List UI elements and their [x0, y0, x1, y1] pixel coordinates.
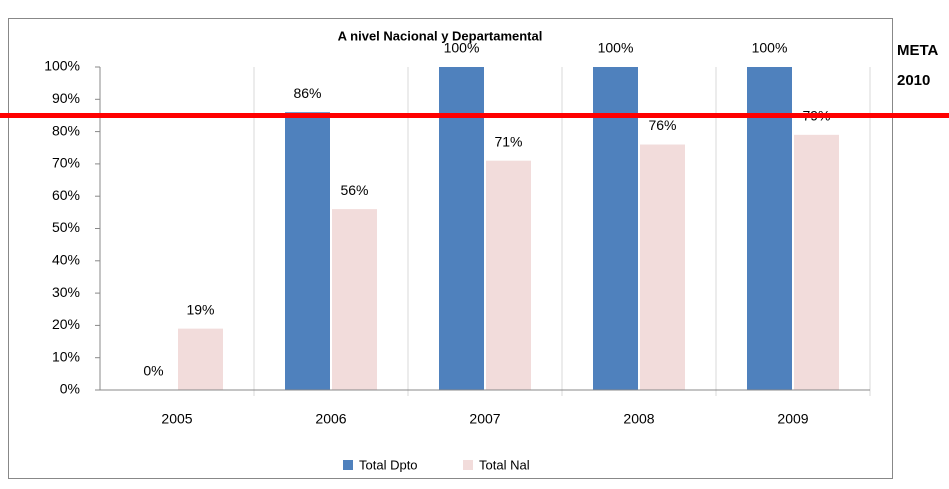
x-tick-label: 2008 — [623, 411, 654, 427]
y-tick-label: 60% — [52, 187, 80, 203]
x-tick-label: 2009 — [777, 411, 808, 427]
value-label: 56% — [340, 182, 368, 198]
bar — [439, 67, 484, 390]
x-tick-label: 2007 — [469, 411, 500, 427]
value-label: 100% — [598, 40, 634, 56]
y-tick-label: 0% — [60, 381, 80, 397]
bar — [332, 209, 377, 390]
y-tick-label: 10% — [52, 348, 80, 364]
target-label: META 2010 — [897, 42, 938, 89]
value-label: 0% — [143, 363, 163, 379]
bar — [486, 160, 531, 390]
legend-label: Total Dpto — [359, 457, 418, 472]
bar — [593, 67, 638, 390]
y-tick-label: 70% — [52, 155, 80, 171]
value-label: 100% — [444, 40, 480, 56]
value-label: 100% — [752, 40, 788, 56]
bar — [640, 144, 685, 390]
y-tick-label: 50% — [52, 219, 80, 235]
bar — [794, 134, 839, 390]
value-label: 86% — [293, 85, 321, 101]
chart-title: A nivel Nacional y Departamental — [338, 28, 543, 43]
y-tick-label: 40% — [52, 252, 80, 268]
bar — [747, 67, 792, 390]
x-tick-label: 2005 — [161, 411, 192, 427]
x-tick-label: 2006 — [315, 411, 346, 427]
bar — [285, 112, 330, 390]
y-tick-label: 90% — [52, 90, 80, 106]
y-tick-label: 20% — [52, 316, 80, 332]
value-label: 71% — [494, 133, 522, 149]
value-label: 19% — [186, 301, 214, 317]
legend-swatch — [463, 460, 473, 470]
y-tick-label: 30% — [52, 284, 80, 300]
y-tick-label: 100% — [44, 58, 80, 74]
legend-swatch — [343, 460, 353, 470]
y-tick-label: 80% — [52, 122, 80, 138]
legend-label: Total Nal — [479, 457, 530, 472]
value-label: 76% — [648, 117, 676, 133]
bar — [178, 328, 223, 390]
